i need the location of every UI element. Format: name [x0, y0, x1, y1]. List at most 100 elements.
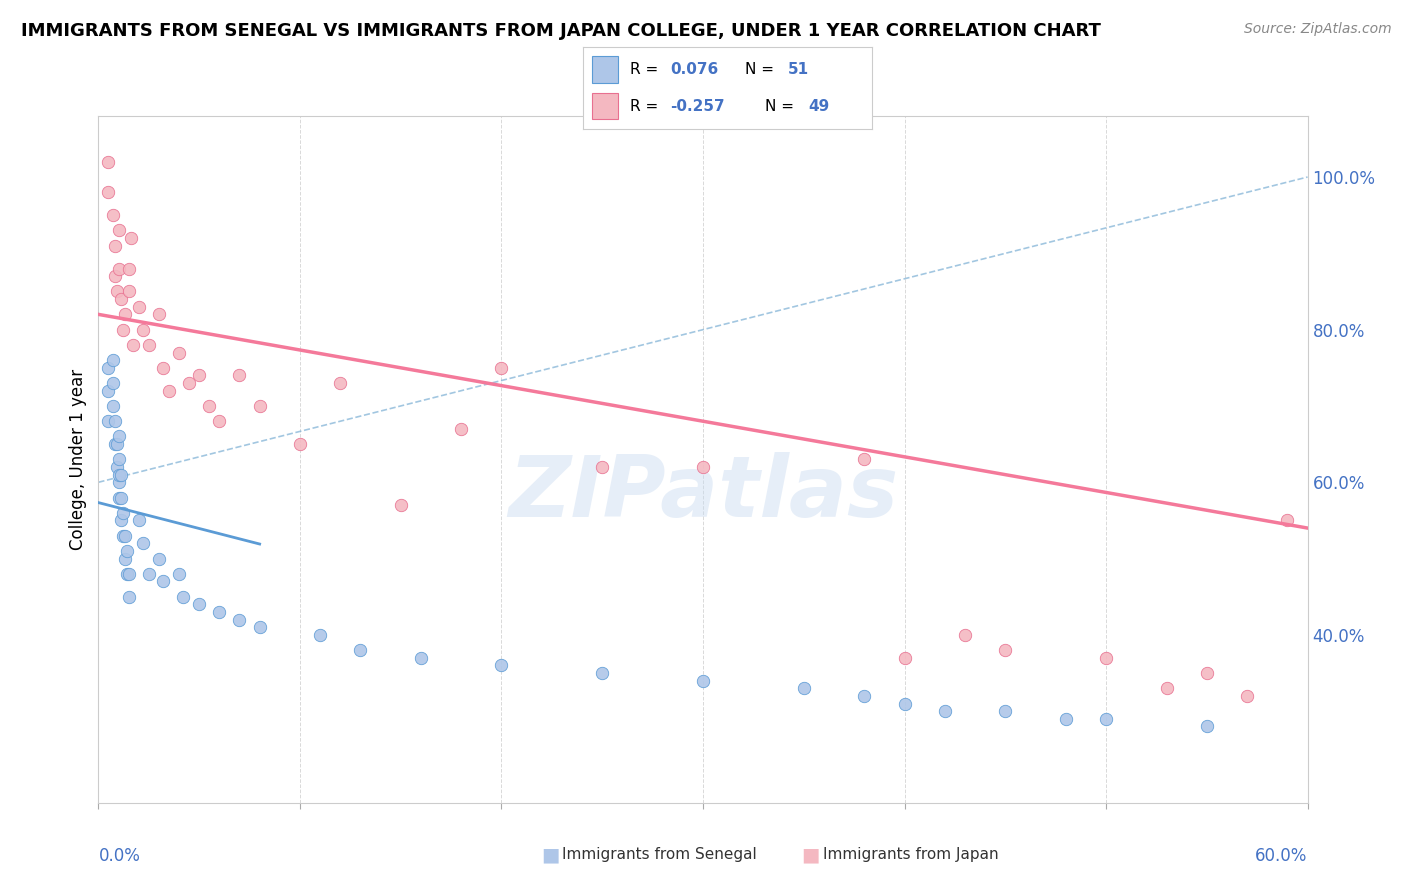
Text: 60.0%: 60.0%: [1256, 847, 1308, 865]
Point: [148, 551, 170, 566]
Text: 49: 49: [808, 99, 830, 114]
Text: N =: N =: [765, 99, 799, 114]
Text: N =: N =: [745, 62, 779, 77]
Point: [132, 323, 155, 337]
Point: [138, 566, 160, 581]
Point: [97, 384, 120, 398]
Point: [103, 437, 125, 451]
Point: [148, 307, 170, 321]
Text: 0.076: 0.076: [671, 62, 718, 77]
Point: [491, 658, 513, 673]
Point: [107, 429, 129, 443]
Point: [110, 292, 132, 306]
Point: [1095, 712, 1118, 726]
Y-axis label: College, Under 1 year: College, Under 1 year: [69, 368, 87, 550]
Point: [152, 574, 174, 589]
Text: IMMIGRANTS FROM SENEGAL VS IMMIGRANTS FROM JAPAN COLLEGE, UNDER 1 YEAR CORRELATI: IMMIGRANTS FROM SENEGAL VS IMMIGRANTS FR…: [21, 22, 1101, 40]
Text: 0.0%: 0.0%: [98, 847, 141, 865]
Point: [309, 628, 332, 642]
Point: [103, 238, 125, 252]
Point: [1095, 650, 1118, 665]
Point: [1156, 681, 1178, 696]
Point: [228, 368, 250, 383]
Point: [389, 498, 412, 512]
Text: ZIPatlas: ZIPatlas: [508, 452, 898, 535]
Point: [208, 414, 231, 428]
Point: [893, 697, 915, 711]
Point: [1054, 712, 1077, 726]
Point: [934, 704, 956, 718]
Point: [853, 689, 876, 703]
Point: [97, 414, 120, 428]
Point: [101, 353, 124, 368]
Point: [994, 704, 1017, 718]
Point: [114, 307, 136, 321]
Point: [107, 467, 129, 482]
Point: [120, 231, 142, 245]
Point: [118, 261, 141, 276]
Bar: [592, 56, 619, 83]
Point: [103, 414, 125, 428]
Point: [138, 338, 160, 352]
Point: [188, 598, 211, 612]
Text: Source: ZipAtlas.com: Source: ZipAtlas.com: [1244, 22, 1392, 37]
Point: [107, 223, 129, 237]
Point: [111, 529, 134, 543]
Text: -0.257: -0.257: [671, 99, 724, 114]
Point: [692, 673, 714, 688]
Point: [107, 475, 129, 490]
Point: [107, 452, 129, 467]
Point: [105, 460, 128, 475]
Point: [692, 460, 714, 475]
Point: [97, 154, 120, 169]
Point: [110, 513, 132, 527]
Point: [115, 544, 138, 558]
Point: [132, 536, 155, 550]
Point: [1236, 689, 1258, 703]
Point: [101, 399, 124, 413]
Point: [1195, 719, 1218, 733]
Text: R =: R =: [630, 99, 662, 114]
Point: [450, 422, 472, 436]
Point: [107, 491, 129, 505]
Point: [111, 323, 134, 337]
Point: [208, 605, 231, 619]
Point: [329, 376, 352, 390]
Text: Immigrants from Japan: Immigrants from Japan: [823, 847, 998, 862]
Point: [249, 399, 271, 413]
Point: [114, 551, 136, 566]
Point: [105, 285, 128, 299]
Point: [793, 681, 815, 696]
Point: [228, 613, 250, 627]
Point: [994, 643, 1017, 657]
Point: [118, 566, 141, 581]
Point: [105, 437, 128, 451]
Point: [128, 300, 150, 314]
Point: [110, 467, 132, 482]
Point: [101, 376, 124, 390]
Point: [111, 506, 134, 520]
Point: [128, 513, 150, 527]
Point: [114, 529, 136, 543]
Point: [349, 643, 371, 657]
Bar: [592, 94, 619, 120]
Point: [115, 566, 138, 581]
Point: [167, 566, 190, 581]
Point: [172, 590, 194, 604]
Point: [107, 261, 129, 276]
Point: [118, 590, 141, 604]
Point: [110, 491, 132, 505]
Point: [167, 345, 190, 359]
Text: 51: 51: [789, 62, 810, 77]
Point: [152, 360, 174, 375]
Point: [491, 360, 513, 375]
Point: [591, 460, 613, 475]
Point: [409, 650, 432, 665]
Point: [591, 666, 613, 681]
Point: [97, 186, 120, 200]
Point: [97, 360, 120, 375]
Point: [198, 399, 221, 413]
Text: R =: R =: [630, 62, 662, 77]
Point: [249, 620, 271, 634]
Point: [853, 452, 876, 467]
